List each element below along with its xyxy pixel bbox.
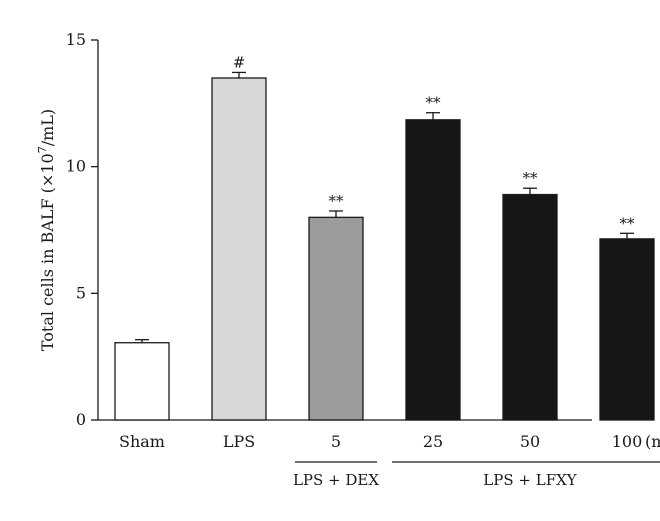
y-tick-label-0: 0 bbox=[76, 410, 86, 429]
x-tick-label-1: LPS bbox=[223, 432, 255, 451]
significance-label-3: ** bbox=[426, 94, 442, 112]
x-tick-label-2: 5 bbox=[331, 432, 341, 451]
x-tick-label-4: 50 bbox=[520, 432, 540, 451]
group-label-0: LPS + DEX bbox=[293, 471, 379, 489]
significance-label-5: ** bbox=[620, 214, 636, 232]
group-label-1: LPS + LFXY bbox=[483, 471, 577, 489]
y-axis-title-tail: /mL) bbox=[38, 109, 57, 146]
bar-2 bbox=[308, 216, 364, 421]
significance-label-1: # bbox=[233, 53, 246, 71]
y-axis-title-main: Total cells in BALF (×10 bbox=[38, 153, 57, 351]
y-tick-label-15: 15 bbox=[66, 30, 86, 49]
bar-4 bbox=[502, 193, 558, 421]
x-tick-label-0: Sham bbox=[119, 432, 165, 451]
y-tick-label-5: 5 bbox=[76, 283, 86, 302]
y-tick-label-10: 10 bbox=[66, 157, 86, 176]
bar-3 bbox=[405, 119, 461, 421]
bar-5 bbox=[599, 238, 655, 421]
x-tick-label-3: 25 bbox=[423, 432, 443, 451]
x-tick-label-5: 100 bbox=[612, 432, 643, 451]
y-axis-title: Total cells in BALF (×107/mL) bbox=[36, 109, 57, 351]
significance-label-4: ** bbox=[523, 169, 539, 187]
unit-label: (mg/kg) bbox=[645, 432, 660, 451]
bar-1 bbox=[211, 77, 267, 421]
bar-0 bbox=[114, 342, 170, 421]
significance-label-2: ** bbox=[329, 192, 345, 210]
y-axis-title-superscript: 7 bbox=[36, 146, 49, 153]
chart-marks: 0 5 10 15 Sham # LPS ** 5 ** 25 ** 50 ** 100(mg/kg) LPS… bbox=[66, 30, 660, 489]
